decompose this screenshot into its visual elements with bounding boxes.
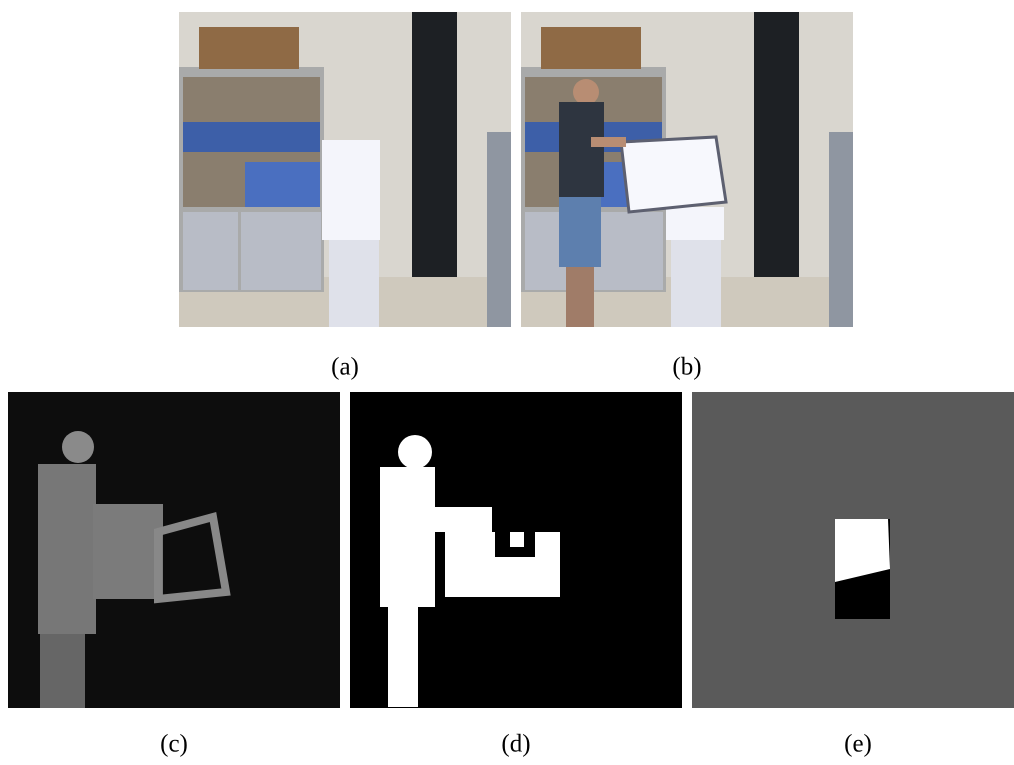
image-e [692, 392, 1014, 708]
caption: (b) [672, 354, 701, 381]
image-d [350, 392, 682, 708]
caption: (a) [331, 354, 359, 381]
caption: (c) [160, 731, 188, 758]
image-a [179, 12, 511, 327]
image-c [8, 392, 340, 708]
caption: (d) [501, 731, 530, 758]
image-b [521, 12, 853, 327]
figure: (a) (b) (c) (d) (e) [0, 0, 1014, 765]
caption: (e) [844, 731, 872, 758]
